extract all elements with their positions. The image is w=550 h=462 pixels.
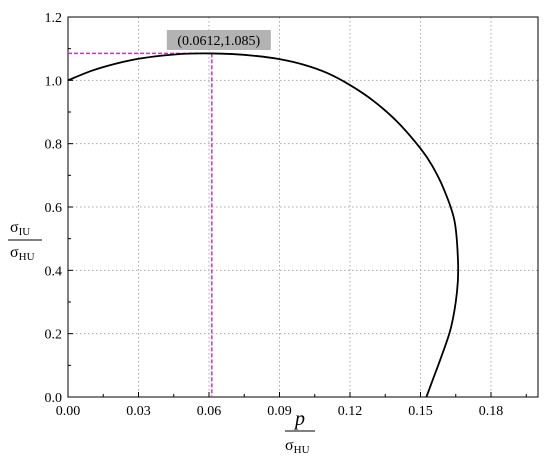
x-tick-label: 0.03 xyxy=(126,404,151,419)
tick-labels: 0.00 0.03 0.06 0.09 0.12 0.15 0.18 0.0 0.2 0.4 0.6… xyxy=(45,11,504,419)
annotation-label: (0.0612,1.085) xyxy=(177,34,260,49)
x-label-denominator: σHU xyxy=(285,437,310,456)
y-tick-label: 0.4 xyxy=(45,264,63,279)
x-tick-label: 0.18 xyxy=(479,404,504,419)
y-tick-label: 1.2 xyxy=(45,11,63,26)
y-tick-label: 0.8 xyxy=(45,138,63,153)
x-label-numerator: p xyxy=(293,408,305,430)
x-tick-label: 0.15 xyxy=(408,404,433,419)
series-line xyxy=(67,52,460,398)
y-tick-label: 1.0 xyxy=(45,74,63,89)
plot-area xyxy=(67,52,460,398)
y-label-denominator: σHU xyxy=(10,244,35,263)
y-axis-label: σIU σHU xyxy=(8,219,42,263)
y-tick-label: 0.0 xyxy=(45,391,63,406)
y-tick-label: 0.6 xyxy=(45,201,63,216)
axes xyxy=(67,16,539,398)
y-label-numerator: σIU xyxy=(10,219,30,238)
plot-frame xyxy=(67,16,539,398)
y-tick-label: 0.2 xyxy=(45,328,63,343)
grid xyxy=(68,17,538,397)
x-axis-label: p σHU xyxy=(285,408,315,456)
x-tick-label: 0.12 xyxy=(338,404,363,419)
x-tick-label: 0.09 xyxy=(267,404,292,419)
x-tick-label: 0.06 xyxy=(197,404,222,419)
x-tick-label: 0.00 xyxy=(56,404,81,419)
annotation-box xyxy=(166,30,271,50)
